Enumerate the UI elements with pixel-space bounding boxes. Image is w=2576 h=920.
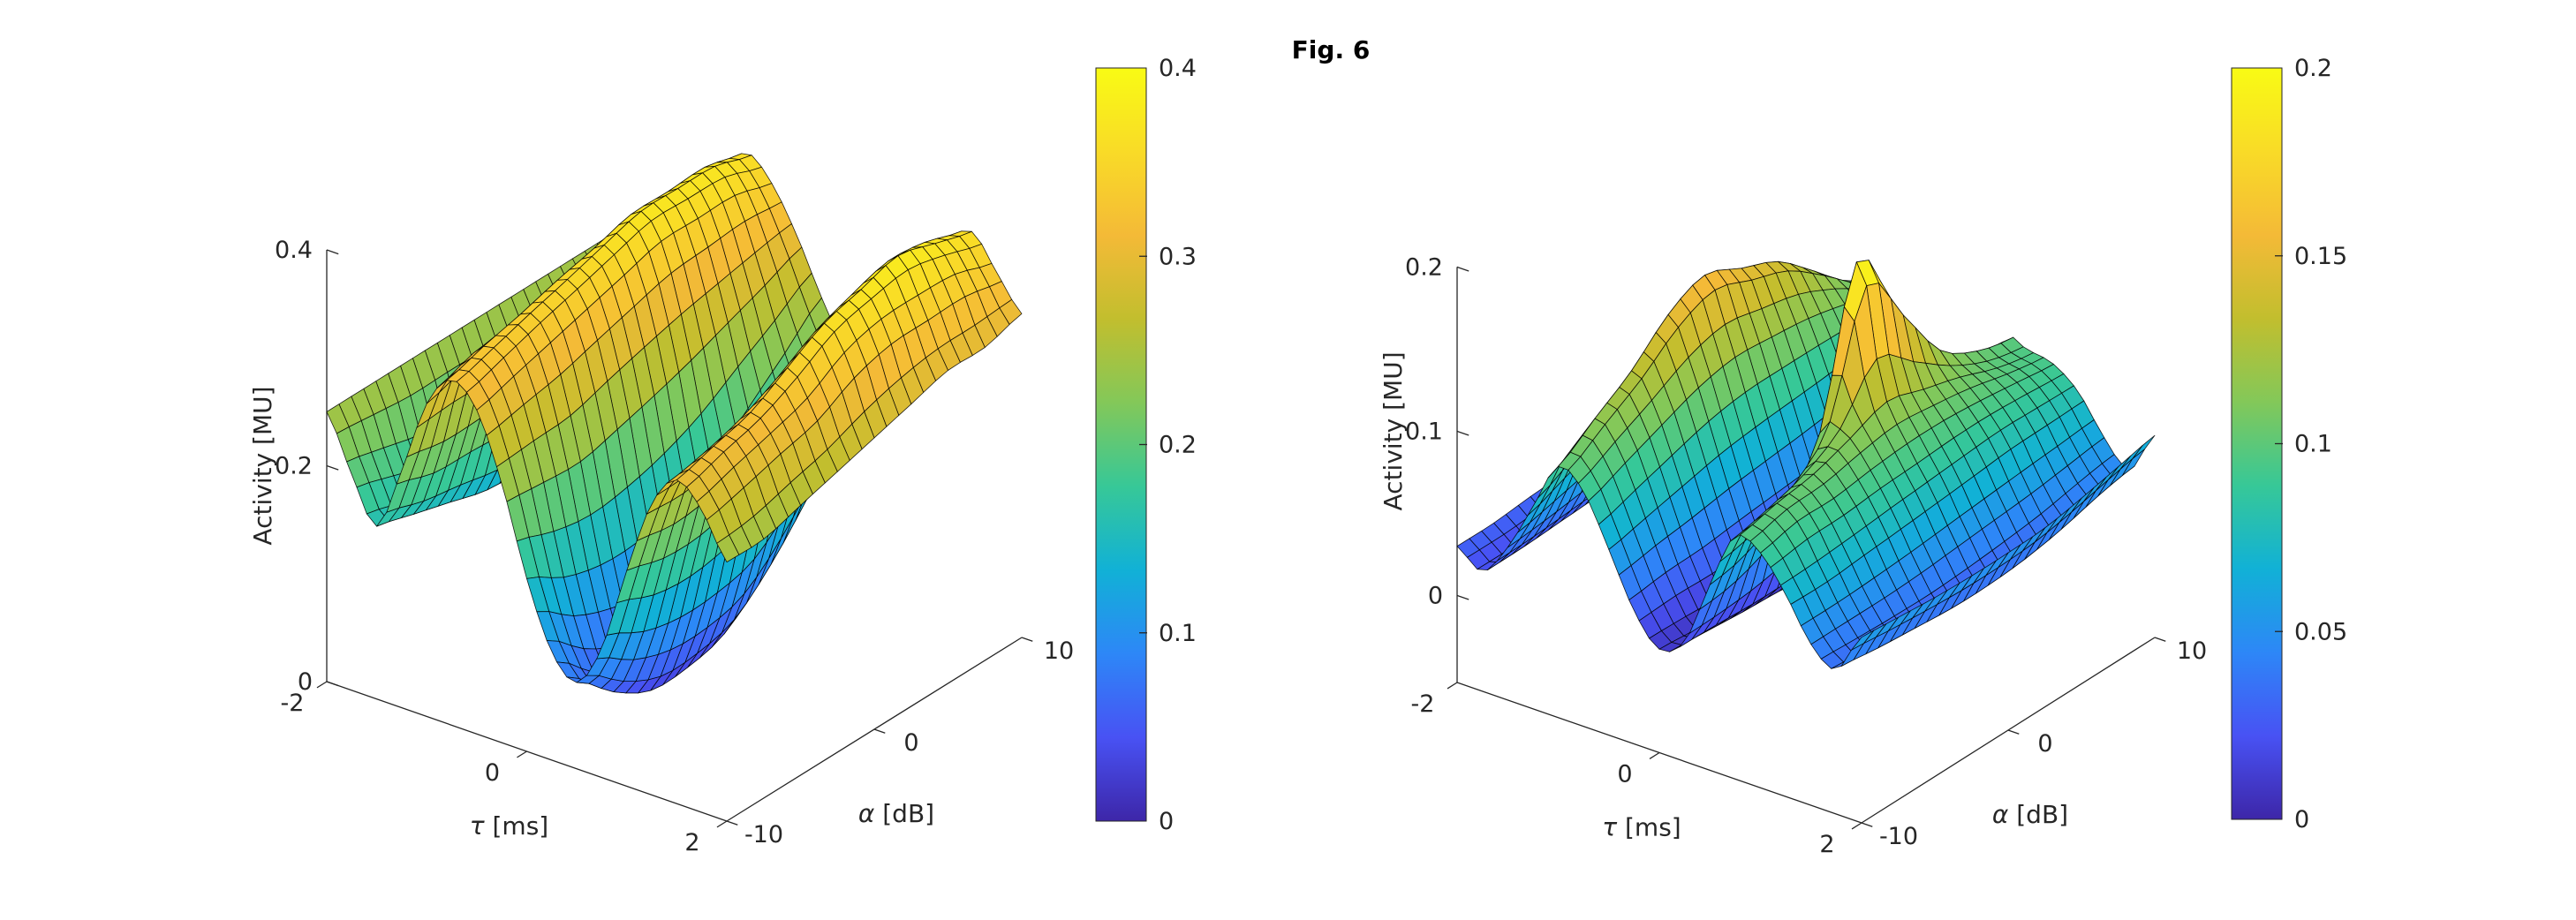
colorbar-tick-label: 0.1 <box>1159 620 1197 647</box>
y-tick <box>873 728 886 734</box>
y-tick <box>2007 729 2020 735</box>
colorbar-tick-label: 0.05 <box>2294 618 2347 645</box>
surface-mesh <box>326 153 1023 694</box>
z-tick <box>1456 594 1469 600</box>
x-tick-label: -2 <box>281 690 305 717</box>
axis-labels: τ [ms] α [dB] Activity [MU] <box>1379 351 2068 841</box>
z-tick <box>1456 266 1469 272</box>
x-tick-label: 2 <box>684 829 699 856</box>
y-tick-label: -10 <box>744 821 783 848</box>
z-tick <box>326 681 339 687</box>
x-axis-label: τ [ms] <box>1602 813 1681 842</box>
figure-title: Fig. 6 <box>1291 35 1371 64</box>
surface-face <box>1851 630 1875 651</box>
colorbar-tick-label: 0.2 <box>2294 55 2332 82</box>
x-tick <box>316 681 328 689</box>
colorbar-labels: 0 0.1 0.2 0.3 0.4 <box>1159 55 1197 835</box>
x-tick <box>1447 682 1458 690</box>
y-tick <box>2154 637 2166 642</box>
colorbar-tick-label: 0.1 <box>2294 431 2332 458</box>
z-tick-label: 0.2 <box>1405 253 1443 281</box>
y-tick-label: 0 <box>2037 730 2052 758</box>
y-tick <box>1021 637 1033 642</box>
y-tick <box>1861 822 1873 827</box>
colorbar-tick-label: 0.4 <box>1159 55 1197 82</box>
colorbar-labels: 0 0.05 0.1 0.15 0.2 <box>2294 55 2347 833</box>
x-tick <box>1851 822 1862 830</box>
colorbar: 0 0.1 0.2 0.3 0.4 <box>1095 55 1197 835</box>
colorbar-bar <box>1095 67 1147 822</box>
z-tick <box>326 249 339 255</box>
y-axis-label: α [dB] <box>1992 800 2068 829</box>
z-tick-label: 0 <box>1428 582 1443 609</box>
axes-3d <box>1447 266 2166 830</box>
surface-face <box>716 534 740 562</box>
colorbar: 0 0.05 0.1 0.15 0.2 <box>2231 55 2347 833</box>
z-tick-label: 0.2 <box>275 453 313 480</box>
x-tick-label: 0 <box>485 759 500 787</box>
axis-labels: τ [ms] α [dB] Activity [MU] <box>248 386 934 841</box>
x-axis-label: τ [ms] <box>470 811 548 841</box>
z-tick-label: 0 <box>298 668 313 696</box>
z-tick-label: 0.1 <box>1405 418 1443 445</box>
x-tick-label: 2 <box>1819 831 1834 858</box>
colorbar-tick-label: 0 <box>2294 806 2309 833</box>
x-tick-label: -2 <box>1411 690 1435 718</box>
colorbar-tick-label: 0.3 <box>1159 243 1197 270</box>
colorbar-tick-label: 0.15 <box>2294 243 2347 270</box>
x-tick <box>716 820 728 828</box>
z-tick <box>1456 430 1469 436</box>
z-axis-label: Activity [MU] <box>1379 351 1408 510</box>
axes-3d <box>316 249 1033 828</box>
colorbar-bar <box>2231 67 2283 820</box>
colorbar-tick-label: 0 <box>1159 808 1174 835</box>
z-axis-label: Activity [MU] <box>248 386 277 545</box>
colorbar-tick-label: 0.2 <box>1159 432 1197 459</box>
x-tick <box>1649 751 1660 759</box>
surface-mesh <box>1456 260 2156 669</box>
x-tick-label: 0 <box>1617 761 1632 788</box>
y-tick-label: 0 <box>903 729 918 757</box>
y-tick <box>726 820 738 826</box>
x-tick <box>517 750 527 758</box>
y-axis-label: α [dB] <box>858 799 934 828</box>
y-tick-label: 10 <box>1044 637 1074 665</box>
tick-labels: 0 0.1 0.2 -2 0 2 -10 0 10 <box>1405 253 2207 858</box>
surface-face <box>2132 434 2156 459</box>
z-tick-label: 0.4 <box>275 237 313 264</box>
surface-plot-right: 0 0.1 0.2 -2 0 2 -10 0 10 τ [ms] α [dB] Activity [M… <box>1379 55 2347 858</box>
z-tick <box>326 464 339 471</box>
y-tick-label: 10 <box>2177 637 2207 665</box>
y-tick-label: -10 <box>1879 823 1918 850</box>
